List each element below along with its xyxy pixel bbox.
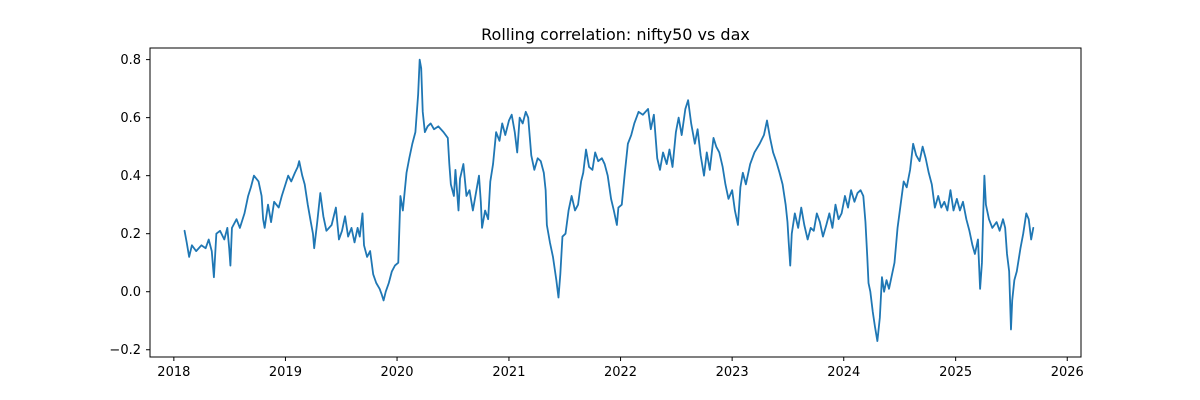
x-tick-label-2: 2020 bbox=[380, 365, 413, 380]
x-tick-label-1: 2019 bbox=[269, 365, 302, 380]
x-tick-label-4: 2022 bbox=[604, 365, 637, 380]
y-tick-label-0: −0.2 bbox=[109, 343, 141, 358]
series-layer bbox=[183, 58, 1035, 342]
plot-frame bbox=[149, 47, 1082, 358]
y-tick-label-3: 0.4 bbox=[120, 169, 141, 184]
x-tick-label-8: 2026 bbox=[1051, 365, 1084, 380]
x-tick-label-6: 2024 bbox=[827, 365, 860, 380]
chart-title: Rolling correlation: nifty50 vs dax bbox=[481, 25, 750, 44]
x-tick-label-5: 2023 bbox=[716, 365, 749, 380]
series-line-0 bbox=[183, 58, 1035, 342]
x-tick-label-3: 2021 bbox=[492, 365, 525, 380]
y-tick-label-1: 0.0 bbox=[120, 285, 141, 300]
axes-layer: 2018 2019 2020 2021 2022 2023 2024 2025 2026 −0.2… bbox=[109, 47, 1084, 380]
y-tick-label-2: 0.2 bbox=[120, 227, 141, 242]
y-tick-label-5: 0.8 bbox=[120, 53, 141, 68]
x-tick-label-7: 2025 bbox=[939, 365, 972, 380]
y-tick-label-4: 0.6 bbox=[120, 111, 141, 126]
x-tick-label-0: 2018 bbox=[157, 365, 190, 380]
